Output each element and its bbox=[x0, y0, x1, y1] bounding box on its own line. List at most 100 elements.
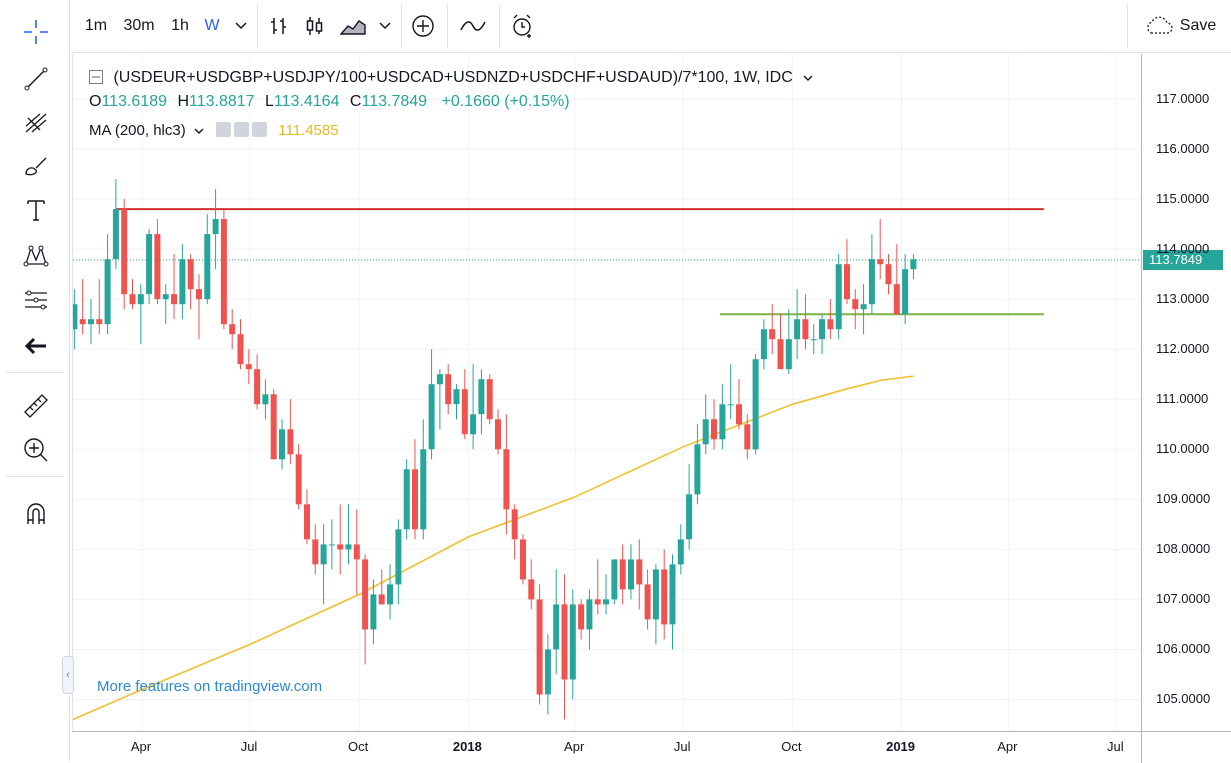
long-position-icon[interactable] bbox=[14, 282, 58, 318]
candle-body bbox=[893, 284, 900, 315]
price-tick-label: 106.0000 bbox=[1156, 641, 1211, 657]
candle-body bbox=[146, 234, 153, 295]
collapse-legend-icon[interactable] bbox=[89, 70, 103, 84]
candle-body bbox=[578, 604, 585, 630]
candle-body bbox=[603, 599, 609, 605]
chart-svg[interactable] bbox=[73, 54, 1142, 731]
zoom-in-icon[interactable] bbox=[14, 432, 58, 468]
low-label: L bbox=[265, 93, 274, 110]
collapse-toolbar-handle[interactable]: ‹ bbox=[62, 656, 74, 694]
symbol-dropdown-icon[interactable] bbox=[803, 75, 813, 82]
candle-body bbox=[652, 569, 659, 620]
interval-30m-button[interactable]: 30m bbox=[123, 17, 155, 34]
candle-body bbox=[245, 364, 252, 370]
candle-body bbox=[353, 544, 360, 560]
interval-dropdown-icon[interactable] bbox=[231, 10, 251, 42]
toolbar-divider bbox=[257, 4, 258, 48]
candle-body bbox=[428, 384, 435, 450]
candle-body bbox=[885, 264, 892, 285]
candle-body bbox=[561, 604, 568, 680]
candle-body bbox=[229, 324, 236, 335]
text-icon[interactable] bbox=[14, 192, 58, 228]
candle-body bbox=[395, 529, 402, 585]
time-tick-label: Oct bbox=[781, 739, 802, 754]
candle-body bbox=[387, 584, 393, 605]
save-label: Save bbox=[1179, 17, 1217, 34]
candle-body bbox=[910, 259, 917, 270]
ma-remove-icon[interactable] bbox=[252, 122, 268, 137]
candle-body bbox=[711, 419, 717, 440]
time-tick-label: 2019 bbox=[886, 739, 916, 754]
candle-body bbox=[287, 429, 294, 455]
last-price-label: 113.7849 bbox=[1143, 249, 1223, 270]
candle-body bbox=[328, 544, 335, 546]
candles-icon[interactable] bbox=[299, 10, 331, 42]
magnet-icon[interactable] bbox=[14, 496, 58, 532]
fib-retracement-icon[interactable] bbox=[14, 104, 58, 140]
ruler-icon[interactable] bbox=[14, 388, 58, 424]
ma-settings-icon[interactable] bbox=[234, 122, 250, 137]
crosshair-icon[interactable] bbox=[14, 14, 58, 50]
time-tick-label: Jul bbox=[240, 739, 258, 754]
price-axis[interactable]: 113.7849 117.0000 116.0000 115.0000 114.000… bbox=[1141, 54, 1231, 731]
candle-body bbox=[677, 539, 684, 565]
candle-body bbox=[569, 604, 576, 680]
candle-body bbox=[860, 304, 867, 310]
candle-body bbox=[79, 319, 86, 325]
indicators-icon[interactable] bbox=[455, 10, 491, 42]
candle-body bbox=[137, 294, 144, 305]
candle-body bbox=[835, 264, 842, 330]
price-tick-label: 108.0000 bbox=[1156, 541, 1211, 557]
ma-legend-row: MA (200, hlc3) 111.4585 bbox=[89, 122, 339, 139]
candle-body bbox=[719, 404, 726, 440]
toolbar-divider bbox=[6, 476, 64, 477]
interval-1m-button[interactable]: 1m bbox=[84, 17, 108, 34]
time-axis[interactable]: Apr Jul Oct 2018 Apr Jul Oct 2019 Apr Jul bbox=[72, 731, 1141, 763]
interval-1h-button[interactable]: 1h bbox=[171, 17, 189, 34]
save-button[interactable]: Save bbox=[1135, 10, 1225, 42]
candle-body bbox=[702, 419, 709, 445]
compare-add-icon[interactable] bbox=[407, 10, 439, 42]
close-label: C bbox=[349, 93, 362, 110]
candle-body bbox=[179, 259, 186, 305]
candle-body bbox=[162, 294, 169, 300]
candle-body bbox=[819, 319, 825, 340]
interval-week-button[interactable]: W bbox=[204, 17, 220, 34]
candle-body bbox=[304, 504, 310, 540]
watermark-link[interactable]: More features on tradingview.com bbox=[97, 678, 323, 695]
ma-line bbox=[73, 375, 914, 721]
ma-dropdown-icon[interactable] bbox=[194, 128, 204, 135]
ma-label[interactable]: MA (200, hlc3) bbox=[89, 122, 186, 139]
candle-body bbox=[470, 414, 477, 435]
back-arrow-icon[interactable] bbox=[14, 328, 58, 364]
candle-body bbox=[196, 289, 202, 300]
left-toolbar bbox=[0, 0, 70, 762]
ma-visibility-icon[interactable] bbox=[216, 122, 232, 137]
candle-body bbox=[345, 544, 352, 550]
price-tick-label: 111.0000 bbox=[1156, 391, 1209, 407]
candle-body bbox=[619, 559, 626, 590]
candle-body bbox=[295, 454, 302, 505]
pattern-icon[interactable] bbox=[14, 238, 58, 274]
candle-body bbox=[528, 579, 535, 600]
alert-clock-icon[interactable] bbox=[505, 10, 541, 42]
trend-line-icon[interactable] bbox=[14, 60, 58, 96]
candle-body bbox=[736, 404, 742, 425]
toolbar-divider bbox=[6, 372, 64, 373]
toolbar-divider bbox=[401, 4, 402, 48]
chart-type-dropdown-icon[interactable] bbox=[375, 10, 395, 42]
chart-pane[interactable]: (USDEUR+USDGBP+USDJPY/100+USDCAD+USDNZD+… bbox=[72, 54, 1142, 731]
candle-body bbox=[320, 544, 327, 565]
bar-chart-icon[interactable] bbox=[263, 10, 295, 42]
symbol-title[interactable]: (USDEUR+USDGBP+USDJPY/100+USDCAD+USDNZD+… bbox=[113, 69, 793, 86]
candle-body bbox=[636, 559, 643, 585]
brush-icon[interactable] bbox=[14, 148, 58, 184]
candle-body bbox=[453, 389, 460, 405]
close-value: 113.7849 bbox=[361, 93, 428, 110]
candle-body bbox=[436, 374, 443, 385]
candle-body bbox=[403, 469, 410, 530]
candle-body bbox=[420, 449, 427, 530]
area-chart-icon[interactable] bbox=[335, 10, 371, 42]
ma-value: 111.4585 bbox=[278, 122, 339, 139]
candle-body bbox=[744, 424, 751, 450]
